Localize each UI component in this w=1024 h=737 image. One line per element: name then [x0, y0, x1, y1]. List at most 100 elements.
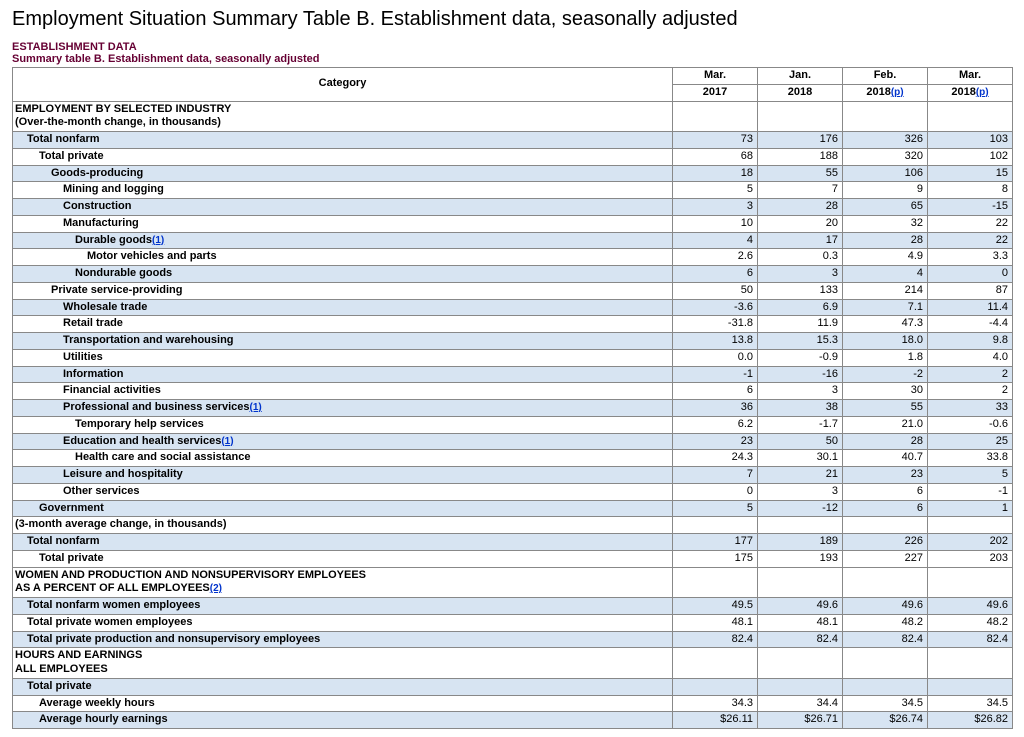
table-row: Mining and logging5798	[13, 182, 1013, 199]
table-row: Other services036-1	[13, 483, 1013, 500]
data-cell: 6.2	[673, 416, 758, 433]
data-cell: 47.3	[843, 316, 928, 333]
col-header-mar-2018-b: 2018(p)	[928, 84, 1013, 101]
data-cell: 22	[928, 232, 1013, 249]
row-label: Government	[13, 500, 673, 517]
data-cell: 0.0	[673, 349, 758, 366]
data-cell: 50	[758, 433, 843, 450]
data-cell: -1	[928, 483, 1013, 500]
data-cell: 11.9	[758, 316, 843, 333]
col-header-jan-2018-a: Jan.	[758, 68, 843, 85]
data-cell: 49.5	[673, 598, 758, 615]
footnote-p-link[interactable]: (p)	[976, 87, 989, 98]
footnote-link[interactable]: (2)	[210, 583, 222, 594]
data-cell: 175	[673, 550, 758, 567]
data-cell: 49.6	[758, 598, 843, 615]
data-cell: $26.82	[928, 712, 1013, 729]
data-cell: 48.2	[843, 614, 928, 631]
data-cell: 17	[758, 232, 843, 249]
data-cell: 9.8	[928, 333, 1013, 350]
row-label: Leisure and hospitality	[13, 467, 673, 484]
row-label: Total nonfarm women employees	[13, 598, 673, 615]
table-header-row: Category Mar. Jan. Feb. Mar.	[13, 68, 1013, 85]
row-label: Manufacturing	[13, 215, 673, 232]
section-header-blank	[673, 648, 758, 679]
section-header-blank	[758, 517, 843, 534]
data-cell: -0.6	[928, 416, 1013, 433]
table-row: Total nonfarm177189226202	[13, 534, 1013, 551]
data-cell: 8	[928, 182, 1013, 199]
row-label: Average hourly earnings	[13, 712, 673, 729]
section-header-blank	[843, 517, 928, 534]
data-cell: 103	[928, 132, 1013, 149]
row-label: Durable goods(1)	[13, 232, 673, 249]
data-cell: 55	[843, 400, 928, 417]
section-header-blank	[843, 648, 928, 679]
data-cell	[843, 678, 928, 695]
col-header-mar-2017-a: Mar.	[673, 68, 758, 85]
data-cell: 18.0	[843, 333, 928, 350]
footnote-link[interactable]: (1)	[221, 436, 233, 447]
data-cell	[758, 678, 843, 695]
data-cell: 4.9	[843, 249, 928, 266]
table-row: Private service-providing5013321487	[13, 282, 1013, 299]
col-header-jan-2018-b: 2018	[758, 84, 843, 101]
row-label: Average weekly hours	[13, 695, 673, 712]
data-cell: 11.4	[928, 299, 1013, 316]
footnote-p-link[interactable]: (p)	[891, 87, 904, 98]
section-header-cell: WOMEN AND PRODUCTION AND NONSUPERVISORY …	[13, 567, 673, 598]
data-cell	[673, 678, 758, 695]
data-cell: 7	[673, 467, 758, 484]
row-label: Health care and social assistance	[13, 450, 673, 467]
footnote-link[interactable]: (1)	[152, 235, 164, 246]
table-row: Nondurable goods6340	[13, 266, 1013, 283]
data-cell: 3	[758, 483, 843, 500]
row-label: Professional and business services(1)	[13, 400, 673, 417]
data-cell: 34.5	[843, 695, 928, 712]
subhead-establishment-data: ESTABLISHMENT DATA	[12, 41, 1012, 53]
row-label: Total private production and nonsupervis…	[13, 631, 673, 648]
data-cell: 5	[928, 467, 1013, 484]
row-label: Total private women employees	[13, 614, 673, 631]
subhead-summary-table-b: Summary table B. Establishment data, sea…	[12, 53, 1012, 65]
table-row: Information-1-16-22	[13, 366, 1013, 383]
section-header-blank	[673, 517, 758, 534]
row-label: Motor vehicles and parts	[13, 249, 673, 266]
col-header-mar-2018-a: Mar.	[928, 68, 1013, 85]
data-cell: 68	[673, 148, 758, 165]
data-cell: 23	[673, 433, 758, 450]
data-cell: 15	[928, 165, 1013, 182]
data-cell: 87	[928, 282, 1013, 299]
data-cell: 34.4	[758, 695, 843, 712]
data-cell: 7	[758, 182, 843, 199]
col-header-feb-2018-a: Feb.	[843, 68, 928, 85]
data-cell: 133	[758, 282, 843, 299]
footnote-link[interactable]: (1)	[249, 402, 261, 413]
data-cell: 6.9	[758, 299, 843, 316]
section-header-row: WOMEN AND PRODUCTION AND NONSUPERVISORY …	[13, 567, 1013, 598]
section-header-blank	[928, 648, 1013, 679]
table-row: Total private production and nonsupervis…	[13, 631, 1013, 648]
row-label: Other services	[13, 483, 673, 500]
data-cell: 0	[673, 483, 758, 500]
data-cell: 10	[673, 215, 758, 232]
table-row: Government5-1261	[13, 500, 1013, 517]
data-cell: 33	[928, 400, 1013, 417]
data-cell: 21	[758, 467, 843, 484]
data-cell: 2.6	[673, 249, 758, 266]
establishment-data-table: Category Mar. Jan. Feb. Mar. 2017 2018 2…	[12, 67, 1013, 729]
table-row: Average hourly earnings$26.11$26.71$26.7…	[13, 712, 1013, 729]
row-label: Mining and logging	[13, 182, 673, 199]
table-row: Professional and business services(1)363…	[13, 400, 1013, 417]
data-cell: 49.6	[843, 598, 928, 615]
data-cell: 326	[843, 132, 928, 149]
row-label: Total private	[13, 550, 673, 567]
data-cell: -2	[843, 366, 928, 383]
data-cell: 227	[843, 550, 928, 567]
data-cell: 30.1	[758, 450, 843, 467]
data-cell: 4	[673, 232, 758, 249]
data-cell: -12	[758, 500, 843, 517]
row-label: Transportation and warehousing	[13, 333, 673, 350]
data-cell: 0	[928, 266, 1013, 283]
table-row: Wholesale trade-3.66.97.111.4	[13, 299, 1013, 316]
